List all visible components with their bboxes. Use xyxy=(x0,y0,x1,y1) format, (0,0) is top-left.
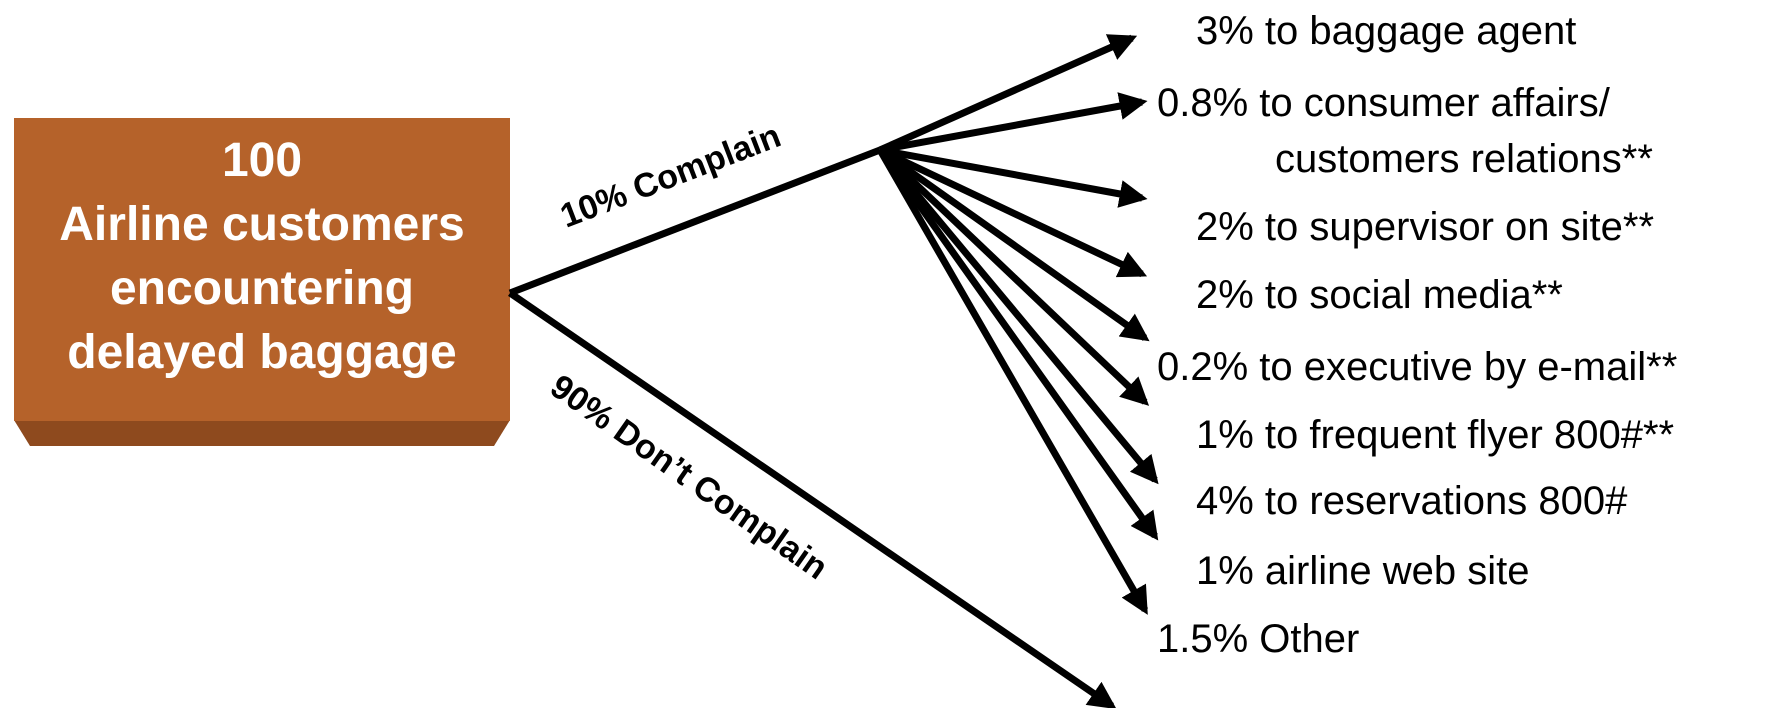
outcome-label-consumer-affairs-cont: customers relations** xyxy=(1275,137,1653,181)
dont-complain-branch-arrow xyxy=(508,290,1117,708)
outcome-arrows xyxy=(876,34,1159,615)
outcome-label-social-media: 2% to social media** xyxy=(1196,273,1563,317)
outcome-arrow-other xyxy=(876,148,1149,615)
outcome-arrow-executive xyxy=(877,147,1150,342)
outcome-arrow-consumer-affairs xyxy=(879,92,1148,154)
source-box-shadow xyxy=(14,420,510,446)
outcome-label-baggage-agent: 3% to baggage agent xyxy=(1196,9,1576,53)
outcome-label-consumer-affairs: 0.8% to consumer affairs/ xyxy=(1157,81,1611,125)
outcome-arrow-frequent-flyer xyxy=(877,147,1150,406)
source-box-line-1: 100 xyxy=(222,134,302,187)
complain-branch-line xyxy=(508,146,882,297)
outcome-label-frequent-flyer: 1% to frequent flyer 800#** xyxy=(1196,413,1674,457)
outcome-arrow-web-site xyxy=(877,147,1159,541)
source-box-line-4: delayed baggage xyxy=(67,326,456,379)
outcome-label-supervisor: 2% to supervisor on site** xyxy=(1196,205,1654,249)
source-box-face xyxy=(14,118,510,421)
source-box-line-2: Airline customers xyxy=(59,198,464,251)
source-box: 100 Airline customers encountering delay… xyxy=(14,118,510,446)
outcome-label-web-site: 1% airline web site xyxy=(1196,549,1530,593)
outcome-labels: 3% to baggage agent 0.8% to consumer aff… xyxy=(1157,9,1677,661)
outcome-label-executive: 0.2% to executive by e-mail** xyxy=(1157,345,1677,389)
outcome-label-reservations: 4% to reservations 800# xyxy=(1196,479,1628,523)
outcome-arrow-reservations xyxy=(877,147,1159,485)
complain-branch-label: 10% Complain xyxy=(555,117,786,236)
outcome-label-other: 1.5% Other xyxy=(1157,617,1359,661)
outcome-arrow-baggage-agent xyxy=(878,34,1138,154)
dont-complain-branch-label: 90% Don’t Complain xyxy=(543,367,834,587)
outcome-arrow-social-media xyxy=(878,146,1148,278)
source-box-line-3: encountering xyxy=(110,262,414,315)
outcome-arrow-supervisor xyxy=(879,146,1148,208)
